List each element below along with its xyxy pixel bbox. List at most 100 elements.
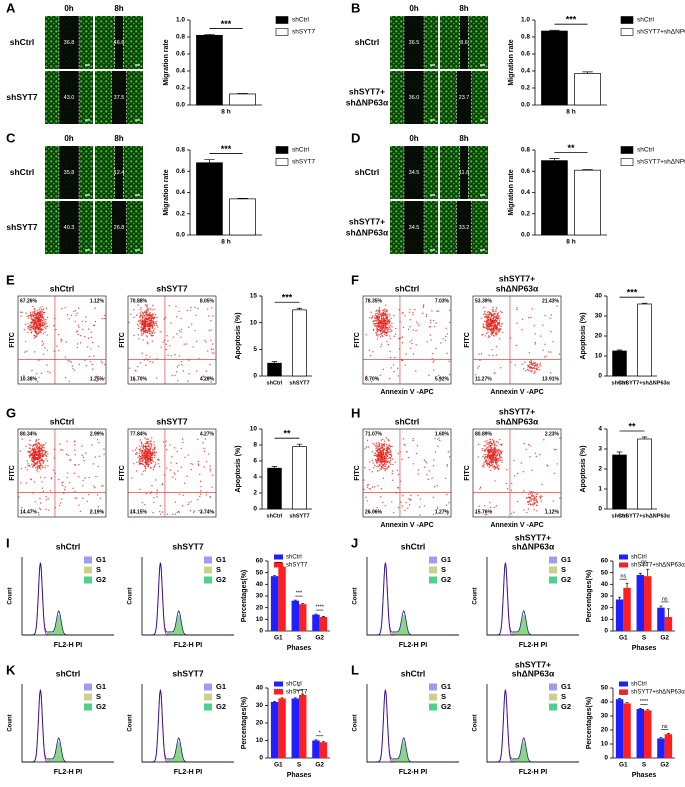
event-dot: [381, 446, 383, 448]
event-dot: [491, 321, 494, 324]
event-dot: [165, 343, 167, 345]
event-dot: [147, 451, 149, 454]
plot-title: shΔNP63α: [496, 416, 539, 426]
event-dot: [33, 448, 35, 451]
event-dot: [151, 313, 154, 315]
event-dot: [90, 336, 93, 339]
event-dot: [146, 306, 148, 308]
event-dot: [178, 511, 181, 514]
event-dot: [153, 466, 155, 469]
event-dot: [375, 442, 377, 444]
event-dot: [36, 463, 38, 465]
event-dot: [25, 350, 28, 352]
event-dot: [371, 486, 374, 488]
legend-swatch: [620, 146, 634, 154]
y-axis-label: FITC: [9, 332, 16, 348]
event-dot: [529, 366, 532, 369]
event-dot: [146, 332, 149, 334]
event-dot: [383, 467, 385, 470]
event-dot: [409, 347, 412, 349]
event-dot: [25, 482, 28, 484]
event-dot: [493, 321, 495, 323]
event-dot: [499, 456, 501, 458]
plot-frame: [127, 295, 217, 385]
legend-swatch: [549, 703, 557, 711]
x-axis-label: Annexin V -APC: [380, 389, 433, 396]
event-dot: [490, 329, 493, 331]
event-dot: [152, 321, 154, 324]
event-dot: [57, 349, 60, 352]
event-dot: [41, 453, 43, 455]
event-dot: [146, 313, 149, 315]
event-dot: [31, 319, 34, 321]
event-dot: [489, 458, 492, 461]
event-dot: [158, 510, 161, 513]
event-dot: [178, 330, 181, 332]
event-dot: [487, 449, 489, 452]
event-dot: [495, 309, 497, 311]
event-dot: [27, 463, 29, 465]
event-dot: [39, 456, 42, 459]
legend-swatch: [619, 554, 628, 560]
event-dot: [153, 497, 155, 499]
event-dot: [396, 469, 399, 472]
y-tick-label: 40: [601, 699, 609, 706]
y-tick-label: 0.0: [176, 102, 185, 109]
event-dot: [389, 324, 392, 327]
event-dot: [55, 329, 57, 331]
quadrant-label: 4.27%: [200, 431, 215, 437]
wound-gap: [58, 201, 80, 254]
event-dot: [103, 453, 105, 456]
event-dot: [535, 493, 537, 495]
event-dot: [482, 455, 484, 458]
event-dot: [381, 456, 384, 458]
y-tick-label: 2: [598, 466, 602, 473]
event-dot: [145, 456, 147, 458]
event-dot: [375, 445, 377, 447]
event-dot: [506, 488, 509, 490]
plot-axes: [21, 684, 114, 763]
event-dot: [387, 329, 390, 331]
event-dot: [483, 444, 485, 447]
plot-title: shSYT7: [172, 668, 203, 678]
wound-gap: [459, 146, 469, 199]
event-dot: [140, 321, 142, 323]
event-dot: [149, 447, 151, 450]
event-dot: [27, 323, 29, 325]
event-dot: [197, 460, 200, 463]
event-dot: [486, 317, 488, 320]
event-dot: [194, 329, 196, 332]
event-dot: [499, 324, 501, 327]
event-dot: [483, 306, 485, 309]
event-dot: [132, 509, 135, 511]
event-dot: [492, 456, 495, 458]
event-dot: [137, 304, 139, 306]
event-dot: [72, 367, 74, 370]
event-dot: [60, 449, 62, 451]
event-dot: [483, 320, 486, 323]
event-dot: [98, 455, 101, 458]
legend-swatch: [84, 693, 92, 701]
event-dot: [138, 445, 140, 447]
panel-letter: F: [351, 272, 359, 287]
plot-frame: [472, 428, 562, 518]
event-dot: [36, 314, 38, 316]
event-dot: [145, 463, 147, 465]
event-dot: [374, 317, 376, 320]
bar: [270, 576, 279, 631]
event-dot: [484, 450, 487, 452]
legend-label: shCtrl: [292, 147, 310, 154]
event-dot: [409, 498, 411, 501]
event-dot: [53, 324, 55, 327]
y-tick-label: 0: [259, 755, 263, 762]
event-dot: [529, 503, 531, 505]
event-dot: [36, 324, 38, 327]
event-dot: [496, 466, 498, 469]
event-dot: [490, 455, 493, 457]
event-dot: [417, 469, 419, 471]
event-dot: [32, 315, 35, 318]
event-dot: [142, 451, 144, 453]
event-dot: [390, 331, 392, 333]
event-dot: [381, 453, 383, 455]
event-dot: [46, 349, 49, 352]
